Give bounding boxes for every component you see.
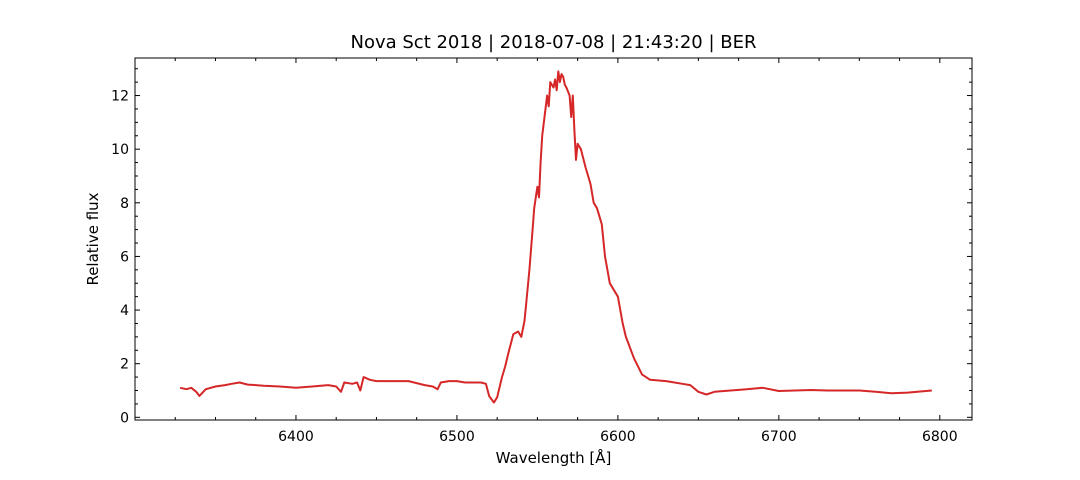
y-tick-label: 0 [120,410,129,426]
y-tick-label: 4 [120,303,129,319]
y-tick-label: 2 [120,357,129,373]
y-tick-label: 8 [120,196,129,212]
y-tick-label: 6 [120,249,129,265]
plot-frame [134,57,973,421]
spectrum-line-0 [179,70,932,404]
x-tick-label: 6700 [761,429,797,445]
x-axis: 6400 6500 6600 6700 6800 [174,58,958,445]
x-axis-label: Wavelength [Å] [496,448,612,467]
chart-title: Nova Sct 2018 | 2018-07-08 | 21:43:20 | … [351,32,757,53]
y-tick-label: 10 [111,142,129,158]
x-tick-label: 6600 [600,429,636,445]
y-axis-label: Relative flux [84,192,102,285]
y-axis: 0 2 4 6 8 10 12 [111,68,972,426]
y-tick-label: 12 [111,89,129,105]
plot-area [179,70,932,404]
x-tick-label: 6500 [439,429,475,445]
x-tick-label: 6800 [922,429,958,445]
x-tick-label: 6400 [278,429,314,445]
